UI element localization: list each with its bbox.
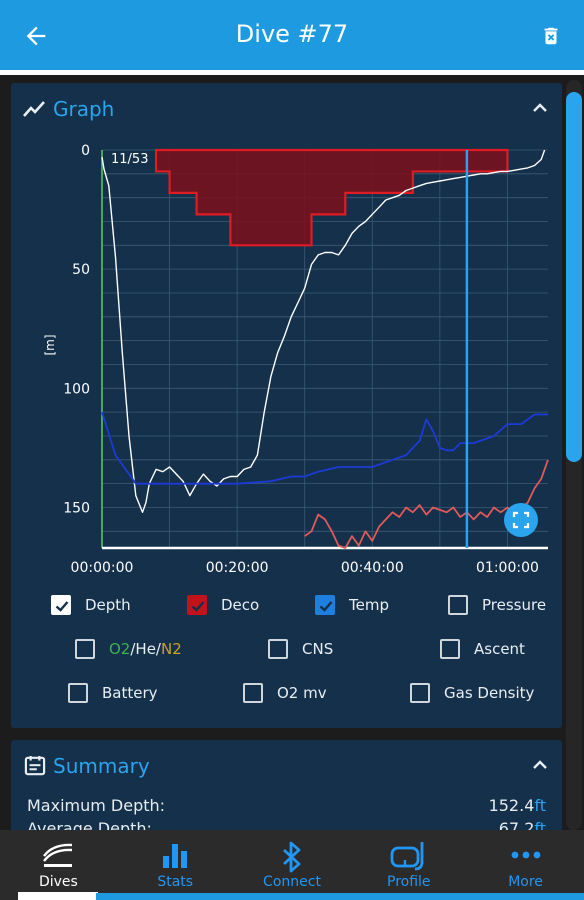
graph-option[interactable]: CNS bbox=[268, 637, 333, 661]
checkbox[interactable] bbox=[243, 683, 263, 703]
dives-icon bbox=[43, 843, 73, 867]
summary-value-unit: ft bbox=[534, 819, 546, 830]
x-tick-label: 00:20:00 bbox=[206, 560, 269, 576]
graph-option[interactable]: Ascent bbox=[440, 637, 525, 661]
nav-item-connect[interactable]: Connect bbox=[234, 830, 351, 900]
checkbox-label: O2/He/N2 bbox=[109, 640, 182, 658]
graph-option[interactable]: Battery bbox=[68, 681, 158, 705]
summary-value-unit: ft bbox=[534, 796, 546, 815]
summary-card-title: Summary bbox=[53, 754, 150, 778]
checkbox[interactable] bbox=[315, 595, 335, 615]
summary-key: Average Depth: bbox=[27, 819, 152, 830]
checkbox-label: Pressure bbox=[482, 596, 547, 614]
bar-chart-icon bbox=[163, 844, 188, 868]
checkbox[interactable] bbox=[68, 683, 88, 703]
checkbox-label: Deco bbox=[221, 596, 260, 614]
checkbox-label: Gas Density bbox=[444, 684, 535, 702]
nav-bottom-bar bbox=[96, 893, 584, 900]
nav-item-stats[interactable]: Stats bbox=[117, 830, 234, 900]
nav-item-more[interactable]: More bbox=[467, 830, 584, 900]
checkbox[interactable] bbox=[187, 595, 207, 615]
nav-label: More bbox=[508, 874, 543, 890]
nav-item-dives[interactable]: Dives bbox=[0, 830, 117, 900]
summary-value-number: 152.4 bbox=[488, 796, 535, 815]
y-tick-label: 100 bbox=[63, 381, 90, 397]
header-divider bbox=[0, 70, 584, 75]
checkbox-label: Battery bbox=[102, 684, 158, 702]
checkbox[interactable] bbox=[75, 639, 95, 659]
summary-list-icon bbox=[24, 756, 46, 776]
nav-label: Stats bbox=[157, 874, 194, 890]
gas-label-part: N2 bbox=[160, 640, 182, 658]
diving-mask-icon bbox=[390, 842, 424, 871]
graph-card-header[interactable]: Graph bbox=[11, 83, 562, 135]
trash-icon[interactable] bbox=[540, 24, 562, 48]
bottom-nav: Dives Stats Connect Profile More bbox=[0, 830, 584, 900]
summary-card: Summary Maximum Depth: 152.4ft Average D… bbox=[11, 740, 562, 830]
nav-label: Profile bbox=[387, 874, 431, 890]
graph-card-title: Graph bbox=[53, 97, 115, 121]
app-bar: Dive #77 bbox=[0, 0, 584, 70]
gas-label-part: /He/ bbox=[130, 640, 161, 658]
checkbox-label: Depth bbox=[85, 596, 131, 614]
x-tick-label: 00:40:00 bbox=[341, 560, 404, 576]
graph-option[interactable]: O2/He/N2 bbox=[75, 637, 182, 661]
series-line-1 bbox=[101, 411, 548, 485]
checkbox-label: O2 mv bbox=[277, 684, 327, 702]
graph-card: Graph 11/53 0 50 100 150 00:00:00 00:20:00 00:4… bbox=[11, 83, 562, 728]
checkbox[interactable] bbox=[268, 639, 288, 659]
series-line-0 bbox=[101, 149, 546, 513]
summary-row-avg-depth: Average Depth: 67.2ft bbox=[27, 819, 546, 830]
checkbox[interactable] bbox=[410, 683, 430, 703]
summary-value: 152.4ft bbox=[489, 796, 546, 815]
trend-line-icon bbox=[23, 101, 45, 117]
graph-option[interactable]: Depth bbox=[51, 593, 131, 617]
x-tick-label: 00:00:00 bbox=[71, 560, 134, 576]
checkbox-label: Temp bbox=[349, 596, 389, 614]
summary-value: 67.2ft bbox=[499, 819, 546, 830]
arrow-left-icon[interactable] bbox=[22, 22, 50, 50]
gas-label-part: O2 bbox=[109, 640, 131, 658]
checkbox[interactable] bbox=[440, 639, 460, 659]
graph-option[interactable]: Deco bbox=[187, 593, 259, 617]
graph-option[interactable]: Gas Density bbox=[410, 681, 534, 705]
y-tick-label: 0 bbox=[81, 143, 90, 159]
y-tick-label: 150 bbox=[63, 500, 90, 516]
graph-option[interactable]: Temp bbox=[315, 593, 389, 617]
nav-label: Dives bbox=[38, 874, 78, 890]
chevron-up-icon[interactable] bbox=[532, 101, 548, 113]
scroll-content[interactable]: Graph 11/53 0 50 100 150 00:00:00 00:20:00 00:4… bbox=[0, 75, 584, 830]
nav-active-indicator bbox=[18, 892, 98, 900]
deco-ceiling-area bbox=[154, 148, 509, 247]
y-tick-label: 50 bbox=[72, 262, 90, 278]
summary-card-header[interactable]: Summary bbox=[11, 740, 562, 792]
chevron-up-icon[interactable] bbox=[532, 758, 548, 770]
nav-label: Connect bbox=[263, 874, 321, 890]
page-title: Dive #77 bbox=[235, 20, 349, 48]
fullscreen-button[interactable] bbox=[504, 503, 538, 537]
checkbox-label: Ascent bbox=[474, 640, 525, 658]
graph-option[interactable]: O2 mv bbox=[243, 681, 327, 705]
graph-option[interactable]: Pressure bbox=[448, 593, 546, 617]
checkbox[interactable] bbox=[448, 595, 468, 615]
summary-key: Maximum Depth: bbox=[27, 796, 166, 815]
more-dots-icon bbox=[511, 851, 540, 859]
bluetooth-icon bbox=[283, 841, 301, 873]
scrollbar-thumb[interactable] bbox=[566, 92, 582, 462]
checkbox-label: CNS bbox=[302, 640, 334, 658]
fullscreen-icon bbox=[512, 511, 530, 529]
x-tick-label: 01:00:00 bbox=[476, 560, 539, 576]
counter-label: 11/53 bbox=[111, 152, 148, 167]
nav-item-profile[interactable]: Profile bbox=[350, 830, 467, 900]
summary-value-number: 67.2 bbox=[498, 819, 535, 830]
dive-profile-chart[interactable]: 11/53 0 50 100 150 00:00:00 00:20:00 00:40:00 01… bbox=[11, 135, 562, 595]
checkbox[interactable] bbox=[51, 595, 71, 615]
summary-row-max-depth: Maximum Depth: 152.4ft bbox=[27, 796, 546, 818]
y-axis-label: [m] bbox=[43, 334, 57, 355]
